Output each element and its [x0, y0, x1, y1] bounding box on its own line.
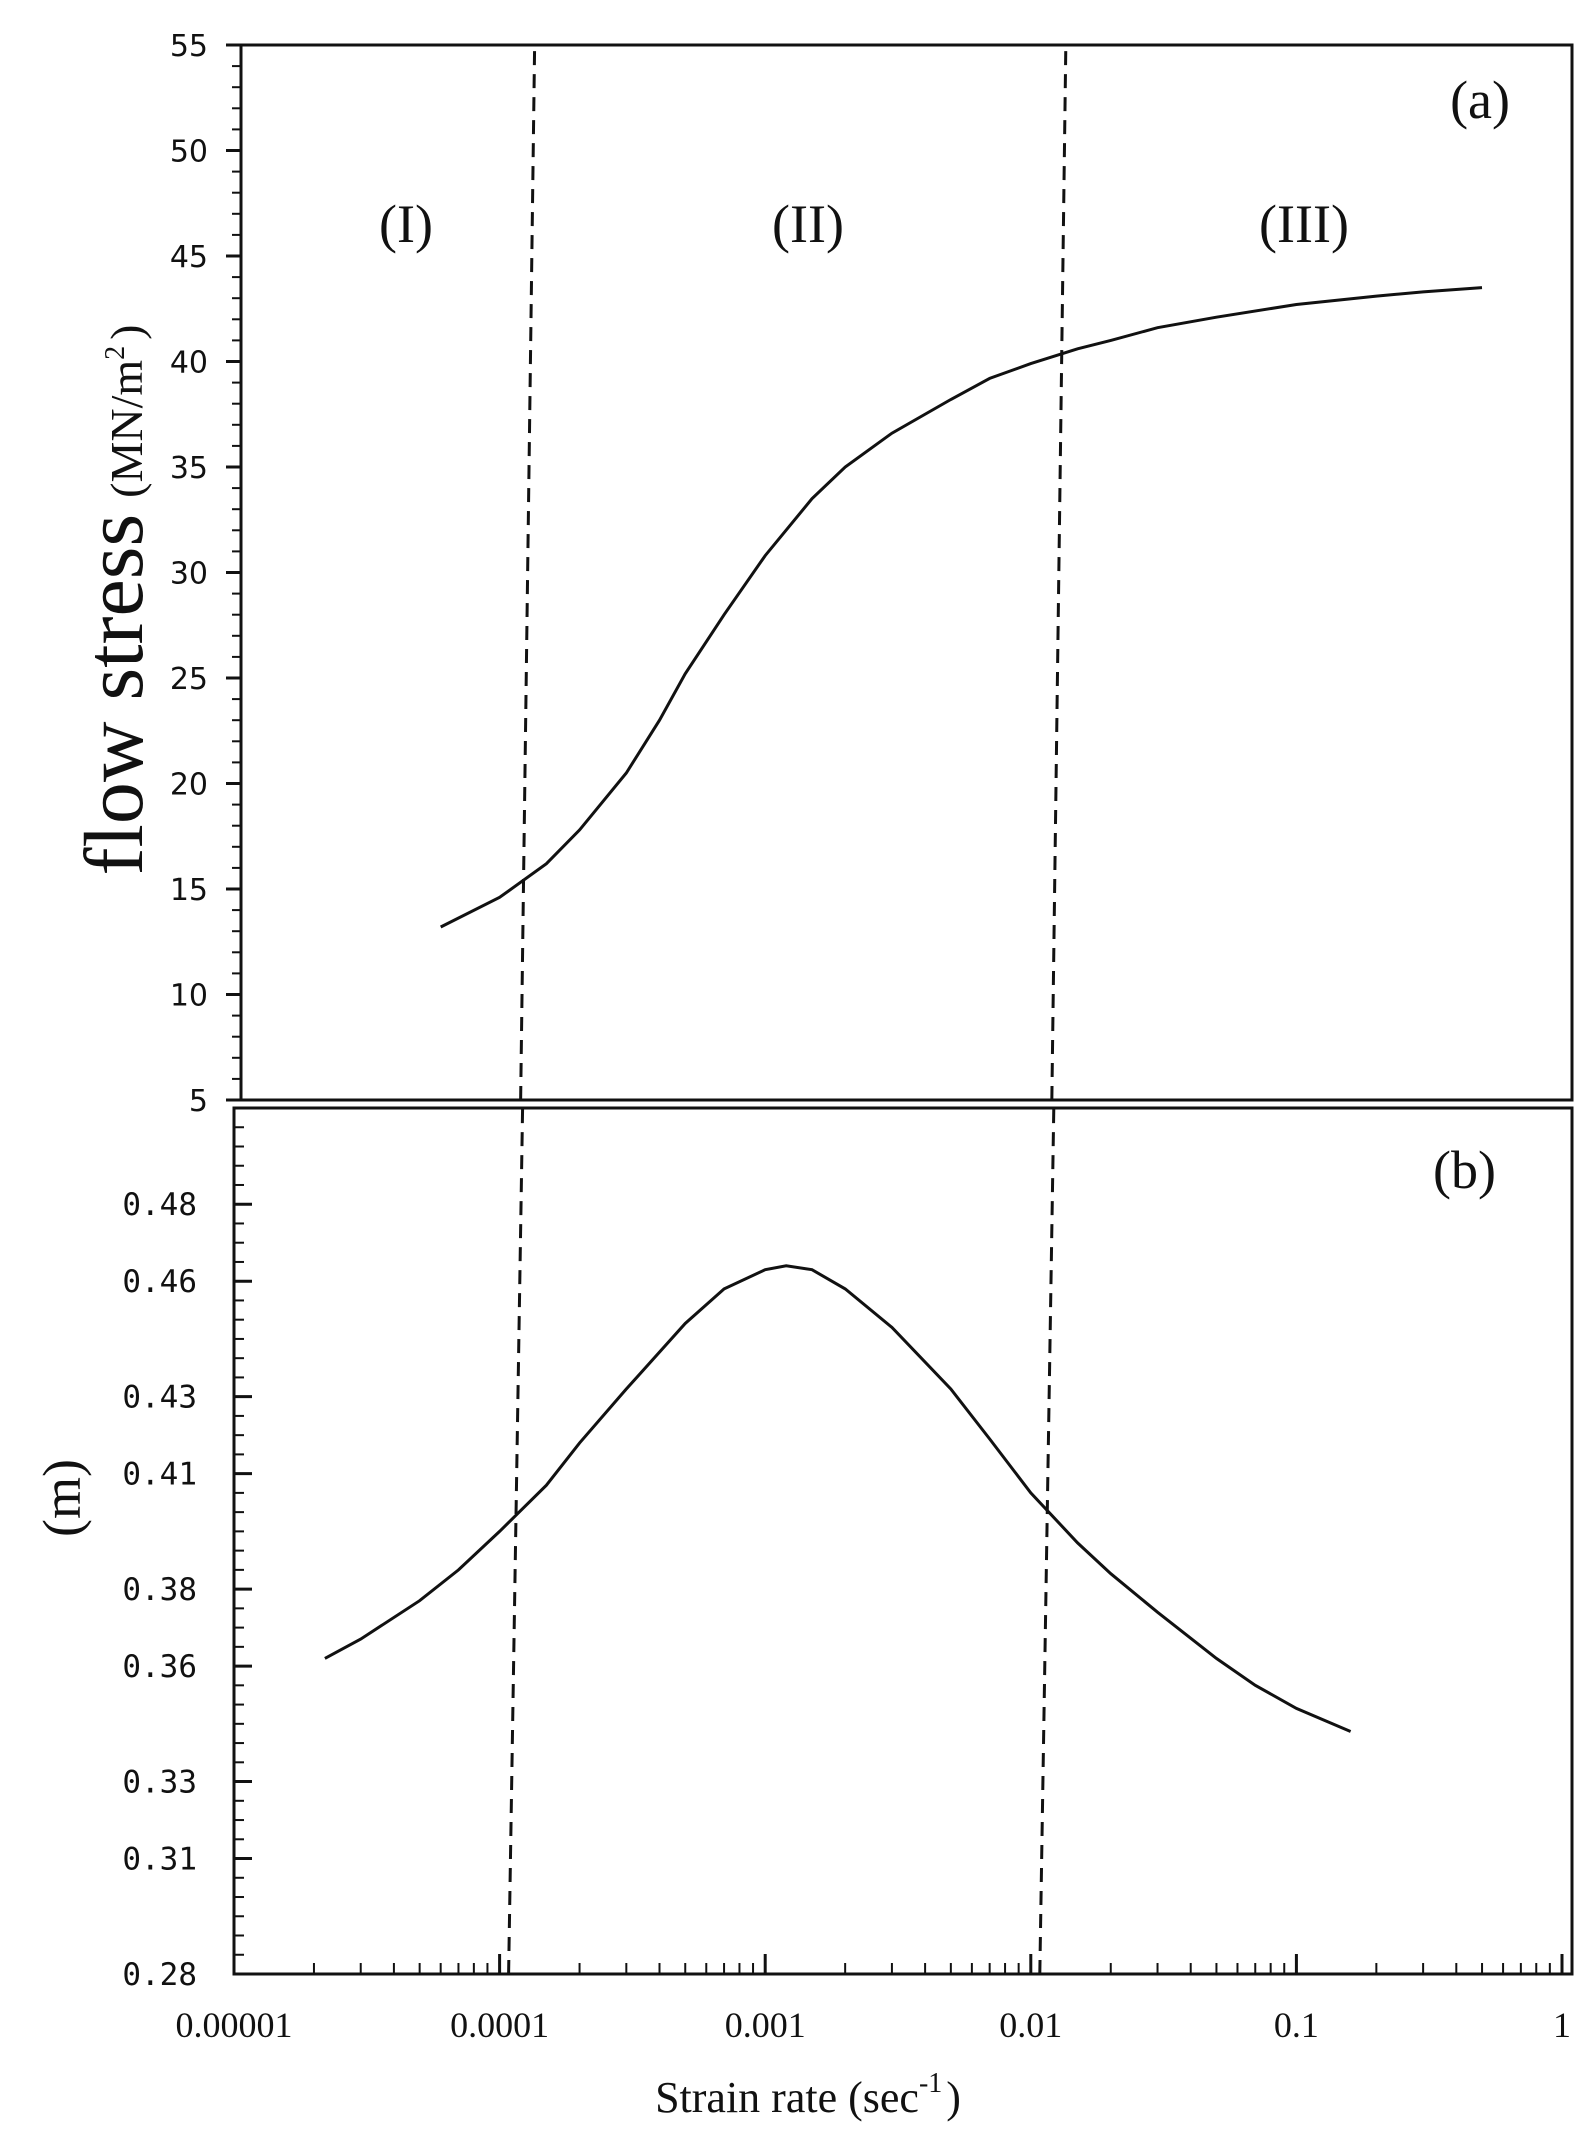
a-y-tick-label: 10 [170, 979, 208, 1014]
a-y-tick-label: 40 [170, 346, 208, 381]
panel-a-y-ticks: 5 10 15 20 25 30 35 40 45 50 55 [170, 29, 241, 1119]
a-y-tick-label: 30 [170, 557, 208, 592]
b-y-tick-label: 0.41 [122, 1457, 197, 1493]
b-y-tick-label: 0.31 [122, 1842, 197, 1878]
panel-b-y-ticks: 0.28 0.31 0.33 0.36 0.38 0.41 0.43 0.46 0.48 [122, 1126, 252, 1993]
b-region-boundary [1038, 1107, 1056, 1975]
panel-b-label: (b) [1433, 1140, 1496, 1200]
x-tick-label: 0.001 [725, 2005, 806, 2045]
flow-stress-unit-close: ) [101, 325, 152, 340]
x-tick-label: 1 [1553, 2005, 1571, 2045]
x-tick-label: 0.1 [1274, 2005, 1319, 2045]
panel-a-flow-stress-curve [440, 286, 1483, 929]
b-y-tick-label: 0.33 [122, 1765, 197, 1801]
panel-a-flow-stress: 5 10 15 20 25 30 35 40 45 50 55 (a) (I) (II) (III)… [68, 29, 1574, 1119]
x-tick-label: 0.01 [999, 2005, 1062, 2045]
x-axis-title: Strain rate (sec-1) [655, 2068, 961, 2122]
b-region-boundary [507, 1107, 525, 1975]
m-axis-label: (m) [32, 1459, 92, 1537]
x-tick-label: 0.0001 [450, 2005, 549, 2045]
svg-text:flow stress(MN/m2): flow stress (MN/m2) [68, 325, 161, 876]
flow-stress-unit: (MN/m [101, 360, 152, 498]
a-y-tick-label: 15 [170, 873, 208, 908]
flow-stress-unit-exponent: 2 [100, 346, 131, 360]
a-y-tick-label: 5 [189, 1084, 208, 1119]
panel-b-x-ticks: 0.00001 0.0001 0.001 0.01 0.1 1 [176, 1954, 1571, 2045]
a-region-boundary [519, 44, 537, 1101]
b-y-tick-label: 0.28 [122, 1957, 197, 1993]
b-y-tick-label: 0.46 [122, 1264, 197, 1300]
strain-rate-close: ) [946, 2073, 961, 2122]
region-iii-label: (III) [1259, 194, 1349, 254]
a-y-tick-label: 55 [170, 29, 208, 64]
panel-a-region-boundaries [519, 44, 1068, 1101]
panel-a-label: (a) [1450, 70, 1510, 130]
region-ii-label: (II) [772, 194, 844, 254]
panel-b-region-boundaries [507, 1107, 1056, 1975]
b-y-tick-label: 0.43 [122, 1380, 197, 1416]
a-y-tick-label: 20 [170, 768, 208, 803]
panel-b-m-curve [324, 1264, 1352, 1733]
x-tick-label: 0.00001 [176, 2005, 293, 2045]
b-y-tick-label: 0.48 [122, 1187, 197, 1223]
panel-b-frame [232, 1106, 1574, 1976]
b-y-tick-label: 0.38 [122, 1572, 197, 1608]
panel-b-m-value: 0.28 0.31 0.33 0.36 0.38 0.41 0.43 0.46 0.48 0.0… [32, 1106, 1574, 2122]
a-y-tick-label: 35 [170, 451, 208, 486]
region-i-label: (I) [379, 194, 433, 254]
panel-a-frame [239, 43, 1574, 1102]
a-y-tick-label: 25 [170, 662, 208, 697]
a-y-tick-label: 45 [170, 240, 208, 275]
strain-rate-exponent: -1 [919, 2068, 942, 2099]
b-y-tick-label: 0.36 [122, 1649, 197, 1685]
strain-rate-label: Strain rate (sec [655, 2073, 919, 2122]
a-y-tick-label: 50 [170, 135, 208, 170]
panel-a-y-axis-title: flow stress (MN/m2) [68, 325, 161, 876]
a-region-boundary [1050, 44, 1068, 1101]
flow-stress-label: flow stress [68, 514, 161, 876]
